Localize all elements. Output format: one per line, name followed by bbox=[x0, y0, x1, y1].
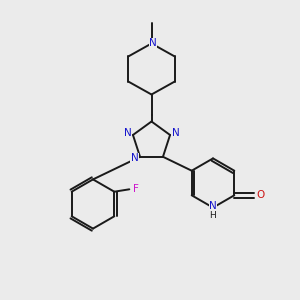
Text: N: N bbox=[149, 38, 157, 49]
Text: O: O bbox=[256, 190, 265, 200]
Text: N: N bbox=[172, 128, 179, 139]
Text: N: N bbox=[124, 128, 131, 139]
Text: N: N bbox=[209, 201, 217, 211]
Text: F: F bbox=[133, 184, 139, 194]
Text: H: H bbox=[210, 212, 216, 220]
Text: N: N bbox=[131, 153, 139, 163]
